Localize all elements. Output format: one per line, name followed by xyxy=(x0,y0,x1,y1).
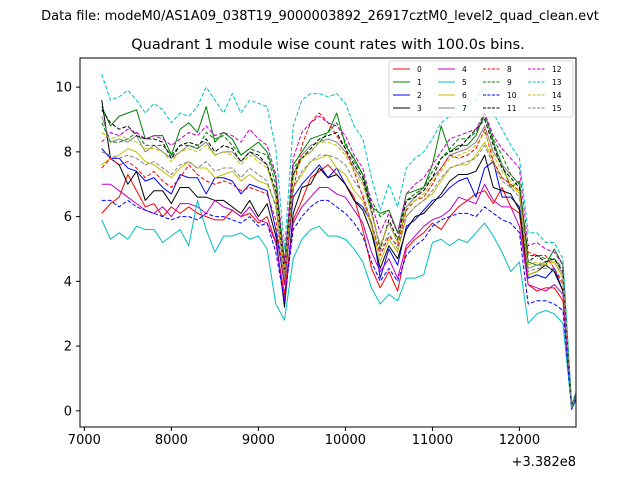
y-tick-label: 2 xyxy=(64,340,72,355)
series-line-1 xyxy=(101,106,576,405)
legend-label-0: 0 xyxy=(417,65,422,74)
legend-label-7: 7 xyxy=(462,104,467,113)
legend-label-3: 3 xyxy=(417,104,422,113)
series-line-4 xyxy=(101,183,576,409)
series-line-12 xyxy=(101,112,576,409)
legend-label-8: 8 xyxy=(507,65,512,74)
y-tick-label: 0 xyxy=(64,404,72,419)
legend-label-13: 13 xyxy=(552,78,562,87)
x-tick-label: 8000 xyxy=(155,433,188,448)
series-line-7 xyxy=(101,116,576,409)
legend-label-5: 5 xyxy=(462,78,467,87)
series-line-14 xyxy=(101,131,576,409)
legend-label-1: 1 xyxy=(417,78,422,87)
chart-title: Quadrant 1 module wise count rates with … xyxy=(131,37,525,53)
x-tick-label: 12000 xyxy=(499,433,540,448)
y-tick-label: 8 xyxy=(64,145,72,160)
legend-label-9: 9 xyxy=(507,78,512,87)
series-line-3 xyxy=(101,100,576,410)
y-tick-label: 4 xyxy=(64,275,72,290)
legend-box xyxy=(388,60,574,118)
legend-label-4: 4 xyxy=(462,65,467,74)
x-axis: 7000 8000 9000 10000 11000 12000 xyxy=(68,427,540,448)
legend-label-2: 2 xyxy=(417,91,422,100)
axes-frame xyxy=(79,57,577,428)
suptitle: Data file: modeM0/AS1A09_038T19_90000038… xyxy=(41,9,599,24)
series-line-5 xyxy=(101,199,576,410)
series-line-11 xyxy=(101,109,576,409)
x-tick-label: 11000 xyxy=(412,433,453,448)
y-axis: 0 2 4 6 8 10 xyxy=(55,81,80,419)
legend-label-15: 15 xyxy=(552,104,562,113)
legend-label-11: 11 xyxy=(507,104,517,113)
x-tick-label: 9000 xyxy=(242,433,275,448)
legend-label-12: 12 xyxy=(552,65,562,74)
series-layer xyxy=(101,74,576,410)
y-tick-label: 10 xyxy=(55,81,72,96)
legend-label-14: 14 xyxy=(552,91,562,100)
x-tick-label: 7000 xyxy=(68,433,101,448)
series-line-15 xyxy=(101,144,576,409)
series-line-10 xyxy=(101,199,576,410)
legend-label-6: 6 xyxy=(462,91,467,100)
x-offset-label: +3.382e8 xyxy=(512,455,576,470)
legend-label-10: 10 xyxy=(507,91,517,100)
series-line-13 xyxy=(101,74,576,407)
y-tick-label: 6 xyxy=(64,210,72,225)
series-line-9 xyxy=(101,115,576,409)
x-tick-label: 10000 xyxy=(325,433,366,448)
